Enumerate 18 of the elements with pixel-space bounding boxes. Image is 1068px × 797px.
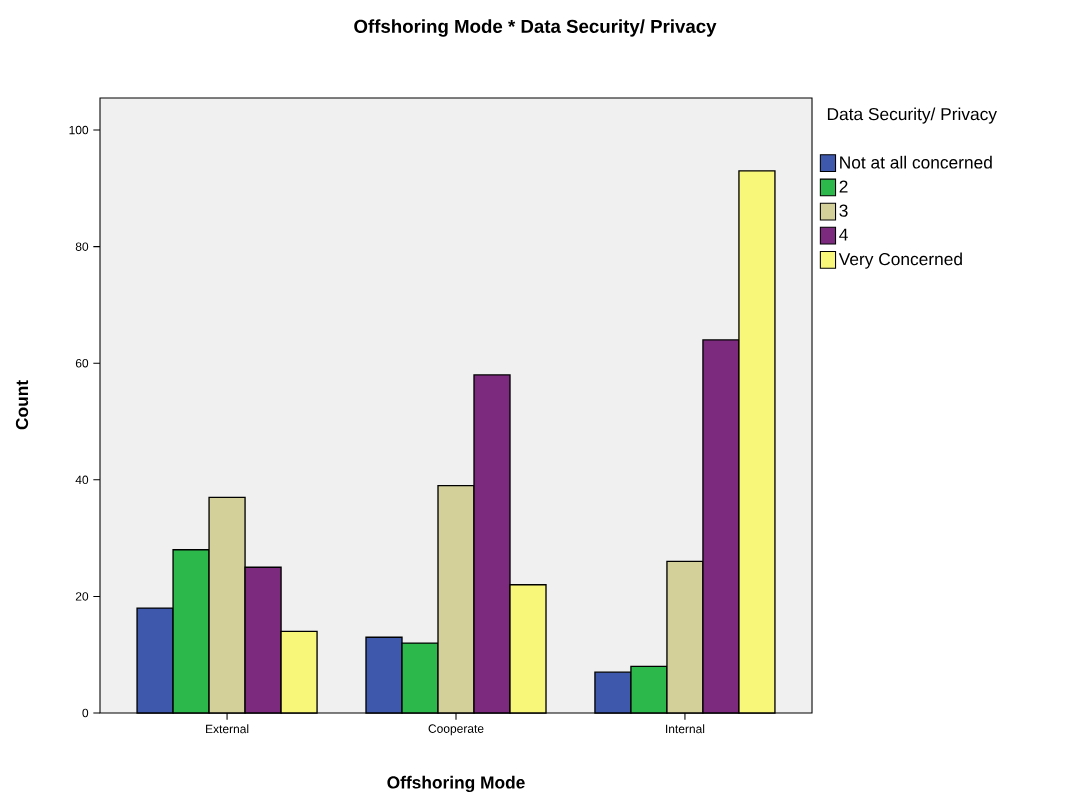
y-tick-label: 20 bbox=[75, 592, 89, 601]
y-tick-label: 60 bbox=[75, 358, 89, 368]
chart-title: Offshoring Mode * Data Security/ Privacy bbox=[354, 19, 717, 37]
x-tick-label: External bbox=[206, 724, 249, 734]
y-tick-label: 0 bbox=[82, 708, 89, 718]
y-tick-label: 80 bbox=[75, 242, 89, 251]
y-tick-label: 40 bbox=[75, 475, 89, 485]
legend-label: 2 bbox=[839, 180, 848, 193]
y-axis-title: Count bbox=[15, 380, 29, 430]
legend-label: 4 bbox=[839, 228, 848, 241]
legend-label: Very Concerned bbox=[838, 252, 962, 269]
legend-label: 3 bbox=[839, 204, 848, 217]
y-tick-label: 100 bbox=[69, 125, 89, 135]
legend-title: Data Security/ Privacy bbox=[827, 107, 997, 124]
legend-label: Not at all concerned bbox=[840, 155, 992, 169]
x-tick-label: Cooperate bbox=[428, 724, 484, 736]
x-axis-title: Offshoring Mode bbox=[387, 775, 525, 793]
x-tick-label: Internal bbox=[666, 724, 705, 734]
